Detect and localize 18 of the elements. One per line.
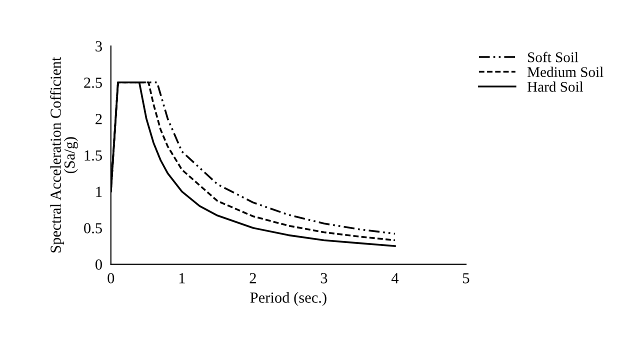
x-tick-label: 5 <box>463 273 470 284</box>
legend-label: Medium Soil <box>527 66 604 77</box>
legend-label: Soft Soil <box>528 52 578 62</box>
y-axis-title: Spectral Acceleration Cofficient (Sa/g) <box>50 56 78 252</box>
x-tick-label: 0 <box>108 273 114 284</box>
y-tick-label: 3 <box>96 41 102 52</box>
x-tick-label: 2 <box>250 273 256 284</box>
x-tick-label: 4 <box>391 273 399 284</box>
x-tick-label: 1 <box>179 273 185 284</box>
x-axis-title: Period (sec.) <box>250 292 326 306</box>
legend-label: Hard Soil <box>527 82 584 92</box>
y-tick-label: 1 <box>96 186 102 197</box>
x-tick-label: 3 <box>320 273 328 284</box>
y-tick-label: 0 <box>96 259 102 270</box>
y-tick-label: 1.5 <box>84 150 102 161</box>
y-tick-label: 0.5 <box>84 223 102 234</box>
y-tick-label: 2 <box>96 114 102 124</box>
y-tick-label: 2.5 <box>84 78 102 88</box>
